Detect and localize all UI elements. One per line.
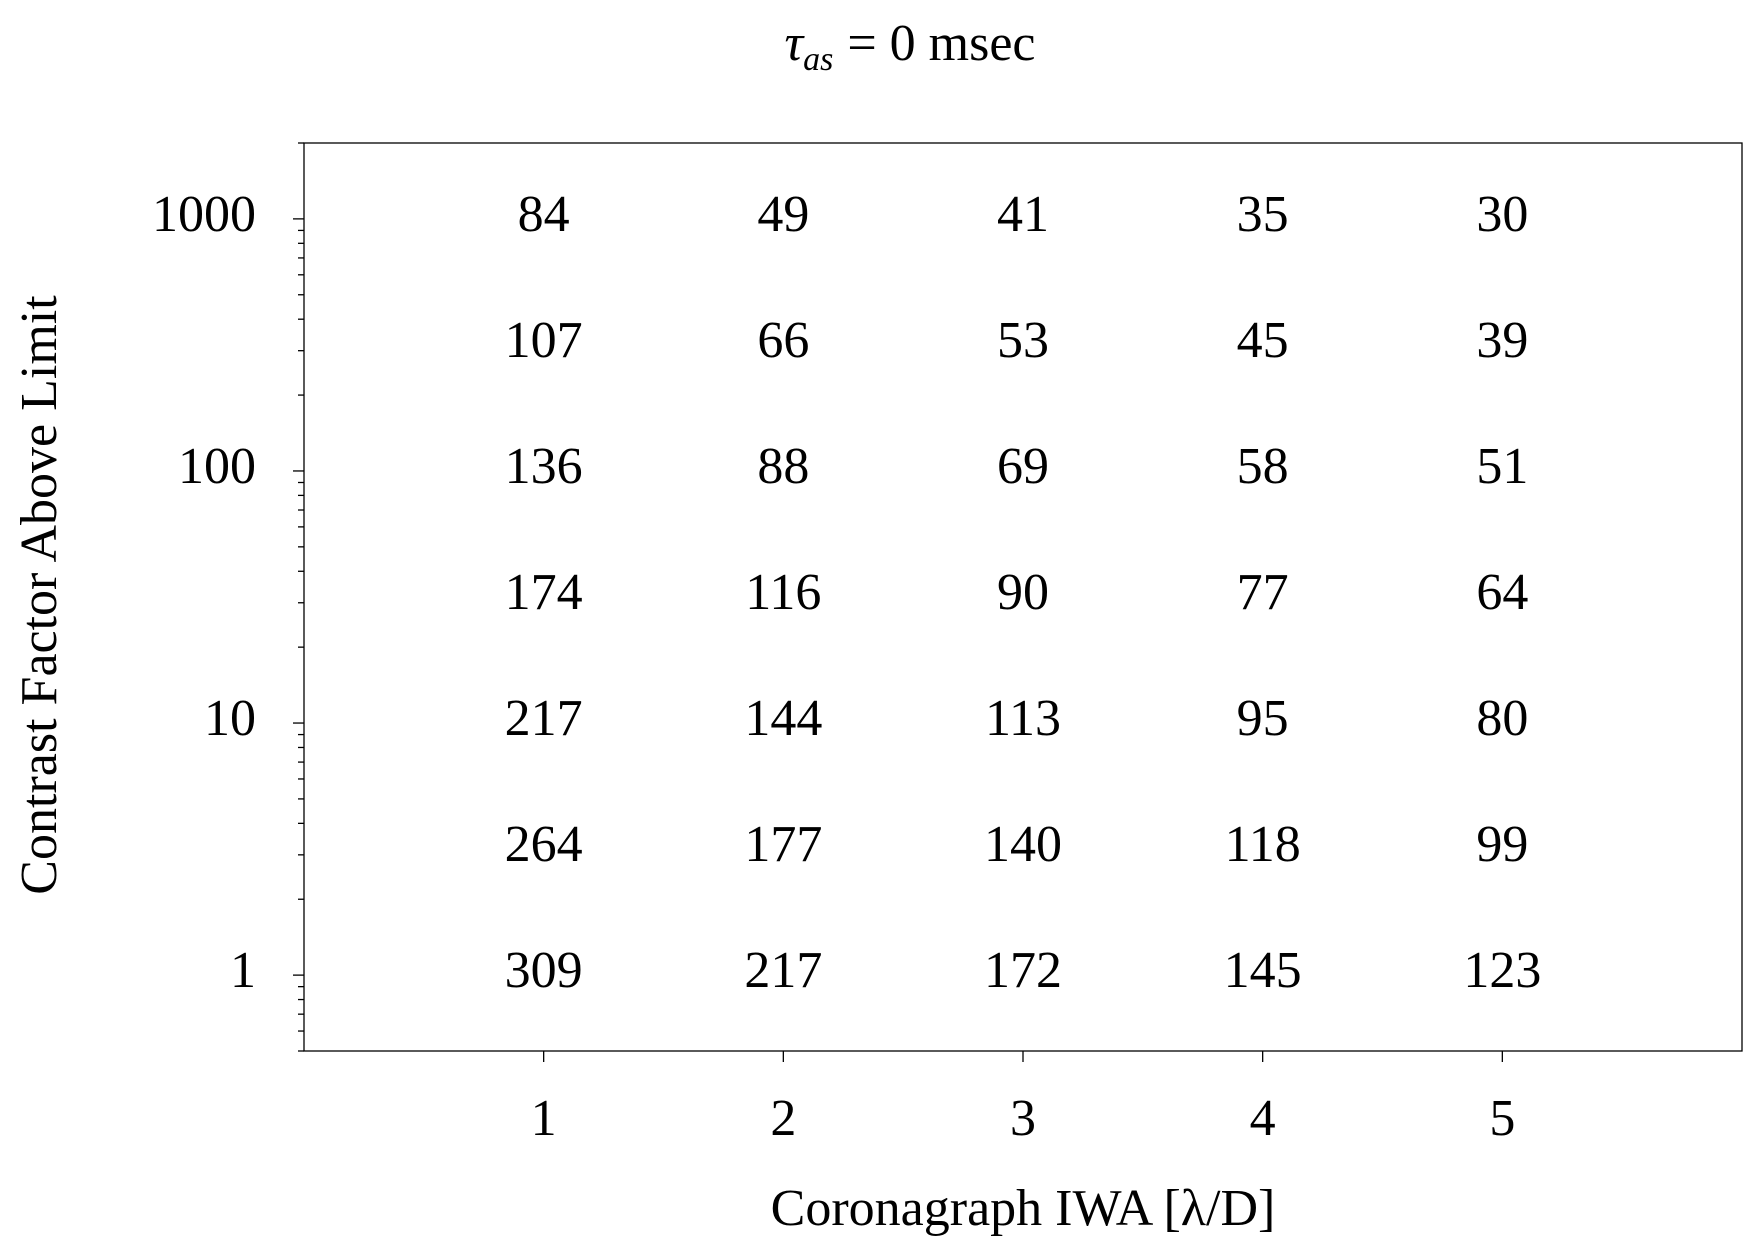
x-tick-label: 5 xyxy=(1489,1090,1515,1147)
cell-value: 58 xyxy=(1237,438,1289,495)
cell-value: 174 xyxy=(505,564,583,621)
cell-value: 172 xyxy=(984,942,1062,999)
title-subscript: as xyxy=(803,41,833,78)
x-tick-label: 4 xyxy=(1250,1090,1276,1147)
cell-value: 144 xyxy=(744,690,822,747)
cell-value: 145 xyxy=(1224,942,1302,999)
y-axis-label: Contrast Factor Above Limit xyxy=(11,295,68,895)
cell-value: 41 xyxy=(997,186,1049,243)
cell-value: 53 xyxy=(997,312,1049,369)
cell-value: 51 xyxy=(1476,438,1528,495)
x-tick-label: 1 xyxy=(531,1090,557,1147)
cell-value: 177 xyxy=(744,816,822,873)
y-tick-label: 10 xyxy=(204,690,256,747)
x-tick-label: 2 xyxy=(770,1090,796,1147)
cell-value: 49 xyxy=(757,186,809,243)
title-symbol: τ xyxy=(784,15,805,72)
cell-value: 66 xyxy=(757,312,809,369)
cell-value: 309 xyxy=(505,942,583,999)
cell-value: 88 xyxy=(757,438,809,495)
cell-value: 123 xyxy=(1463,942,1541,999)
cell-value: 99 xyxy=(1476,816,1528,873)
cell-value: 64 xyxy=(1476,564,1528,621)
y-tick-label: 1 xyxy=(230,942,256,999)
x-axis-label: Coronagraph IWA [λ/D] xyxy=(771,1180,1276,1237)
y-tick-label: 100 xyxy=(178,438,256,495)
cell-value: 264 xyxy=(505,816,583,873)
x-tick-label: 3 xyxy=(1010,1090,1036,1147)
title-text: = 0 msec xyxy=(847,15,1035,72)
cell-value: 80 xyxy=(1476,690,1528,747)
cell-value: 107 xyxy=(505,312,583,369)
cell-value: 69 xyxy=(997,438,1049,495)
cell-value: 140 xyxy=(984,816,1062,873)
cell-value: 84 xyxy=(518,186,570,243)
cell-value: 77 xyxy=(1237,564,1289,621)
cell-value: 136 xyxy=(505,438,583,495)
cell-value: 116 xyxy=(745,564,821,621)
cell-value: 118 xyxy=(1225,816,1301,873)
chart-title: τas = 0 msec xyxy=(784,15,1035,78)
cell-value: 35 xyxy=(1237,186,1289,243)
cell-value: 39 xyxy=(1476,312,1528,369)
cell-value: 217 xyxy=(505,690,583,747)
cell-value: 45 xyxy=(1237,312,1289,369)
cell-value: 90 xyxy=(997,564,1049,621)
cell-value: 30 xyxy=(1476,186,1528,243)
cell-value: 95 xyxy=(1237,690,1289,747)
cell-value: 217 xyxy=(744,942,822,999)
cell-value: 113 xyxy=(985,690,1061,747)
y-tick-label: 1000 xyxy=(152,186,256,243)
